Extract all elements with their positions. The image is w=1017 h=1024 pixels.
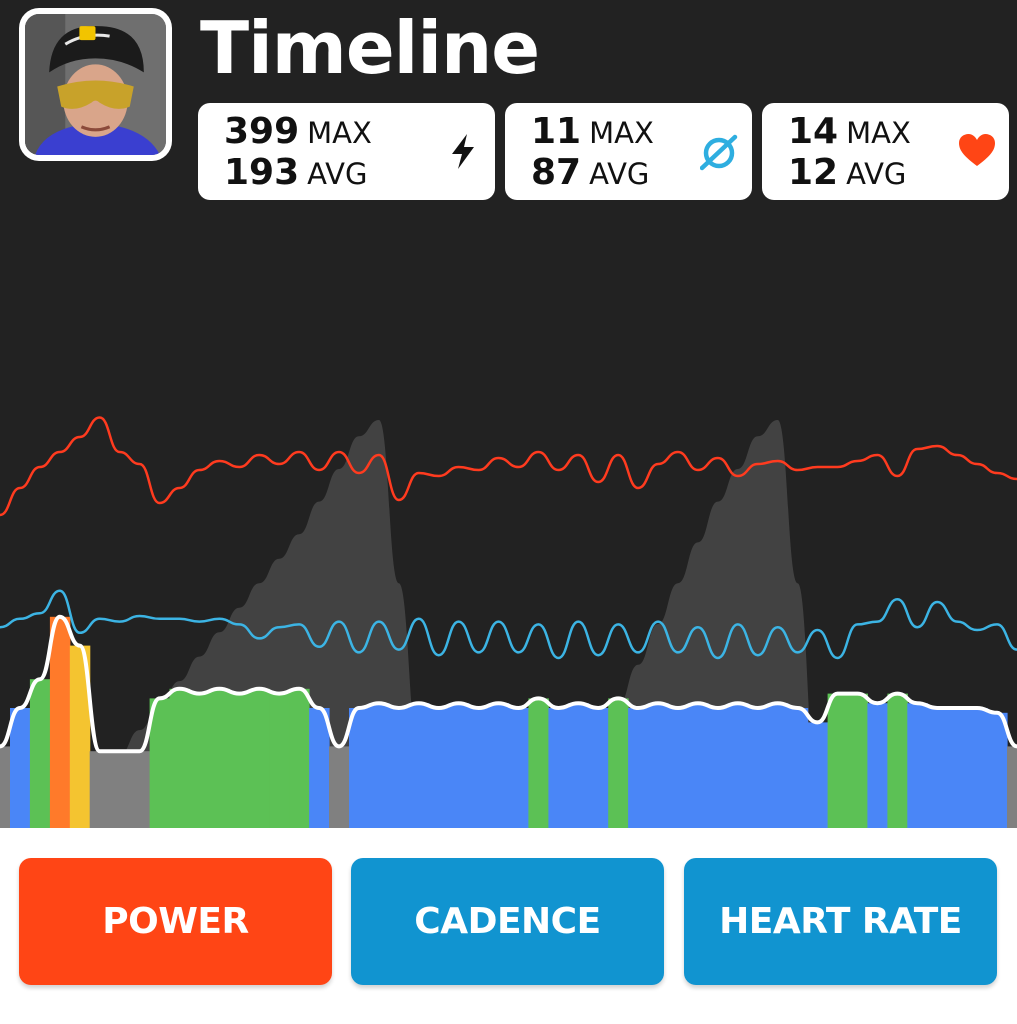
- timeline-panel: Timeline 399 MAX 193 AVG 11 MAX 87 AVG 14 MAX…: [0, 0, 1017, 828]
- power-zone-bar: [767, 703, 789, 828]
- power-zone-bar: [149, 698, 171, 828]
- power-zone-bar: [309, 708, 330, 828]
- cadence-max-row: 11 MAX: [531, 111, 654, 152]
- power-zone-bar: [69, 645, 91, 828]
- power-zone-bar: [349, 708, 370, 828]
- lightning-bolt-icon: [452, 134, 474, 169]
- power-zone-bar: [428, 708, 450, 828]
- power-avg-value: 193: [224, 152, 300, 193]
- heart-rate-avg-label: AVG: [846, 157, 907, 191]
- power-zone-bar: [169, 688, 190, 828]
- power-avg-label: AVG: [307, 157, 368, 191]
- power-zone-bar: [109, 751, 131, 828]
- cadence-avg-value: 87: [531, 152, 582, 193]
- power-zone-bar: [707, 708, 729, 828]
- cadence-avg-row: 87 AVG: [531, 152, 650, 193]
- power-zone-bar: [827, 693, 849, 828]
- avatar[interactable]: [19, 8, 172, 161]
- power-zone-bar: [987, 712, 1008, 828]
- power-zone-bar: [548, 708, 569, 828]
- power-zone-bar: [408, 703, 430, 828]
- power-zone-bar: [269, 693, 290, 828]
- cadence-max-label: MAX: [589, 116, 654, 150]
- cadence-avg-label: AVG: [589, 157, 650, 191]
- power-zone-bar: [927, 708, 948, 828]
- power-max-label: MAX: [307, 116, 372, 150]
- avatar-photo: [25, 14, 166, 155]
- power-zone-bar: [448, 703, 470, 828]
- power-zone-bar: [528, 698, 549, 828]
- power-stats-card: 399 MAX 193 AVG: [198, 103, 495, 200]
- power-zone-bar: [668, 708, 689, 828]
- cadence-tab-button[interactable]: CADENCE: [351, 858, 664, 985]
- power-max-value: 399: [224, 111, 300, 152]
- power-zone-bar: [388, 708, 410, 828]
- power-zone-bar: [249, 688, 270, 828]
- power-zone-bar: [887, 693, 908, 828]
- timeline-chart: [0, 416, 1017, 828]
- cadence-stats-card: 11 MAX 87 AVG: [505, 103, 752, 200]
- power-zone-bar: [49, 616, 71, 828]
- power-zone-bar: [947, 708, 968, 828]
- power-zone-bar: [209, 688, 230, 828]
- power-zone-bar: [807, 722, 829, 828]
- power-zone-bar: [289, 688, 310, 828]
- heart-rate-tab-button[interactable]: HEART RATE: [684, 858, 997, 985]
- heart-rate-line: [0, 416, 1017, 517]
- power-zone-bar: [747, 708, 769, 828]
- power-zone-bar: [329, 746, 350, 828]
- power-line: [0, 614, 1017, 754]
- power-avg-row: 193 AVG: [224, 152, 368, 193]
- power-zone-bar: [967, 708, 988, 828]
- power-max-row: 399 MAX: [224, 111, 372, 152]
- cadence-max-value: 11: [531, 111, 582, 152]
- power-zone-bar: [89, 751, 111, 828]
- power-zone-bar: [787, 708, 809, 828]
- power-zone-bar: [189, 693, 210, 828]
- power-zone-bar: [468, 708, 490, 828]
- power-tab-button[interactable]: POWER: [19, 858, 332, 985]
- heart-rate-stats-card: 14 MAX 12 AVG: [762, 103, 1009, 200]
- power-zone-bar: [0, 746, 11, 828]
- power-zone-bar: [488, 703, 510, 828]
- cadence-gauge-icon: [700, 134, 738, 171]
- cadence-line: [0, 589, 1017, 660]
- page-title: Timeline: [200, 6, 540, 90]
- heart-rate-avg-value: 12: [788, 152, 839, 193]
- power-zone-bar: [1007, 746, 1017, 828]
- power-zone-bar: [568, 703, 589, 828]
- heart-rate-max-value: 14: [788, 111, 839, 152]
- power-zone-bar: [29, 679, 51, 828]
- power-zone-bar: [229, 693, 250, 828]
- power-zone-bar: [508, 708, 529, 828]
- heart-rate-avg-row: 12 AVG: [788, 152, 907, 193]
- power-zone-bar: [588, 708, 609, 828]
- power-zone-bar: [867, 703, 888, 828]
- heart-icon: [959, 134, 995, 166]
- heart-rate-max-row: 14 MAX: [788, 111, 911, 152]
- heart-rate-max-label: MAX: [846, 116, 911, 150]
- power-zone-bar: [907, 703, 928, 828]
- power-zone-bar: [727, 703, 749, 828]
- power-zone-bar: [368, 703, 390, 828]
- power-zone-bar: [608, 698, 629, 828]
- power-zone-bar: [847, 693, 868, 828]
- rider-photo-icon: [25, 14, 166, 155]
- power-zone-bar: [129, 751, 151, 828]
- power-zone-bar: [688, 703, 709, 828]
- power-zone-bar: [628, 708, 649, 828]
- power-zone-bar: [10, 708, 31, 828]
- power-zone-bar: [648, 703, 669, 828]
